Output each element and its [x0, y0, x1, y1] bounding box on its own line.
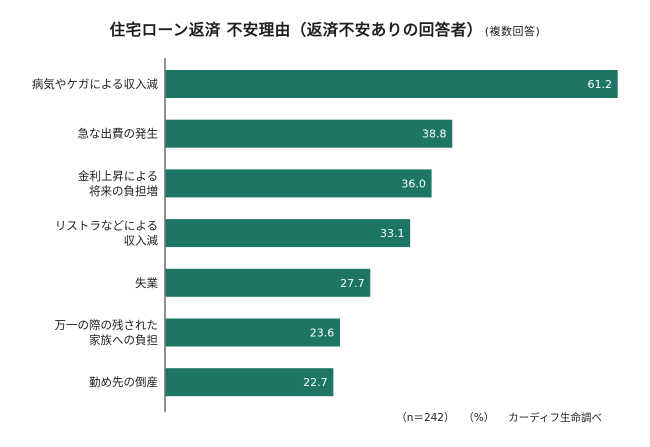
- category-label: 万一の際の残された家族への負担: [55, 318, 159, 347]
- chart-footer: （n＝242） （%） カーディフ生命調べ: [382, 410, 602, 425]
- category-label-line: 金利上昇による: [78, 169, 158, 183]
- bar-value-label: 33.1: [380, 227, 405, 240]
- labels-layer: 61.2 病気やケガによる収入減 38.8 急な出費の発生 36.0 金利上昇による将来の…: [32, 77, 612, 389]
- category-label-line: リストラなどによる: [55, 219, 158, 233]
- category-label-line: 勤め先の倒産: [89, 375, 158, 389]
- bar: [165, 119, 453, 148]
- category-label-line: 急な出費の発生: [78, 127, 159, 141]
- bar-value-label: 61.2: [588, 78, 613, 91]
- bar: [165, 219, 411, 248]
- bar: [165, 169, 432, 198]
- category-label: 勤め先の倒産: [89, 375, 158, 389]
- category-label: 病気やケガによる収入減: [32, 77, 159, 91]
- category-label: リストラなどによる収入減: [55, 219, 159, 248]
- bar: [165, 318, 341, 347]
- category-label: 金利上昇による将来の負担増: [78, 169, 158, 198]
- bar: [165, 368, 334, 397]
- bars-layer: [165, 70, 618, 397]
- category-label-line: 失業: [135, 276, 158, 290]
- unit-note: （%）: [468, 412, 495, 424]
- bar-value-label: 38.8: [422, 128, 447, 141]
- chart-title: 住宅ローン返済 不安理由（返済不安ありの回答者） (複数回答): [0, 18, 650, 40]
- bar-value-label: 36.0: [401, 177, 426, 190]
- category-label-line: 家族への負担: [89, 333, 158, 347]
- bar-value-label: 22.7: [303, 376, 328, 389]
- bar: [165, 70, 618, 98]
- sample-size-note: （n＝242）: [396, 412, 455, 424]
- category-label-line: 病気やケガによる収入減: [32, 77, 159, 91]
- bar-value-label: 23.6: [310, 327, 335, 340]
- category-label-line: 将来の負担増: [89, 184, 158, 198]
- bar: [165, 268, 371, 297]
- bar-value-label: 27.7: [340, 277, 365, 290]
- category-label: 失業: [135, 276, 158, 290]
- chart-title-note: (複数回答): [484, 25, 541, 38]
- category-label: 急な出費の発生: [78, 127, 159, 141]
- source-note: カーディフ生命調べ: [508, 412, 602, 424]
- category-label-line: 万一の際の残された: [55, 318, 159, 332]
- category-label-line: 収入減: [124, 234, 159, 248]
- chart-title-main: 住宅ローン返済 不安理由（返済不安ありの回答者）: [109, 21, 483, 39]
